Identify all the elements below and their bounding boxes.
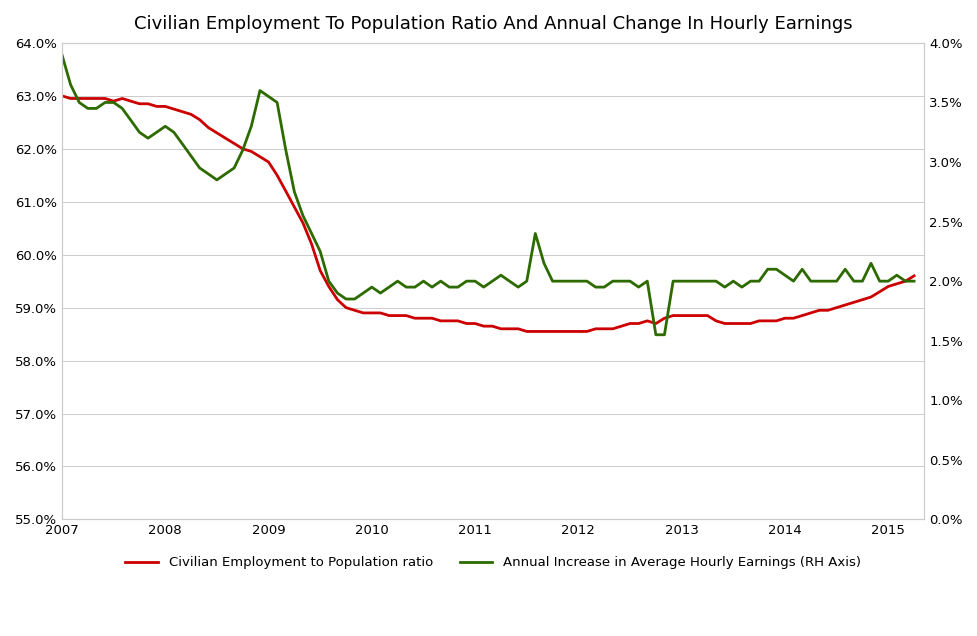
- Civilian Employment to Population ratio: [494, 325, 506, 333]
- Civilian Employment to Population ratio: [872, 288, 884, 296]
- Annual Increase in Average Hourly Earnings (RH Axis): [847, 277, 859, 285]
- Title: Civilian Employment To Population Ratio And Annual Change In Hourly Earnings: Civilian Employment To Population Ratio …: [134, 15, 852, 33]
- Civilian Employment to Population ratio: [254, 153, 266, 160]
- Annual Increase in Average Hourly Earnings (RH Axis): [908, 277, 919, 285]
- Civilian Employment to Population ratio: [521, 328, 532, 335]
- Line: Annual Increase in Average Hourly Earnings (RH Axis): Annual Increase in Average Hourly Earnin…: [62, 55, 913, 335]
- Annual Increase in Average Hourly Earnings (RH Axis): [564, 277, 575, 285]
- Civilian Employment to Population ratio: [220, 134, 232, 142]
- Line: Civilian Employment to Population ratio: Civilian Employment to Population ratio: [62, 96, 913, 331]
- Civilian Employment to Population ratio: [56, 92, 67, 100]
- Annual Increase in Average Hourly Earnings (RH Axis): [254, 86, 266, 94]
- Legend: Civilian Employment to Population ratio, Annual Increase in Average Hourly Earni: Civilian Employment to Population ratio,…: [120, 551, 866, 575]
- Annual Increase in Average Hourly Earnings (RH Axis): [872, 277, 884, 285]
- Civilian Employment to Population ratio: [908, 272, 919, 280]
- Civilian Employment to Population ratio: [847, 298, 859, 306]
- Civilian Employment to Population ratio: [572, 328, 583, 335]
- Annual Increase in Average Hourly Earnings (RH Axis): [56, 51, 67, 59]
- Annual Increase in Average Hourly Earnings (RH Axis): [650, 331, 661, 338]
- Annual Increase in Average Hourly Earnings (RH Axis): [494, 272, 506, 279]
- Annual Increase in Average Hourly Earnings (RH Axis): [220, 170, 232, 177]
